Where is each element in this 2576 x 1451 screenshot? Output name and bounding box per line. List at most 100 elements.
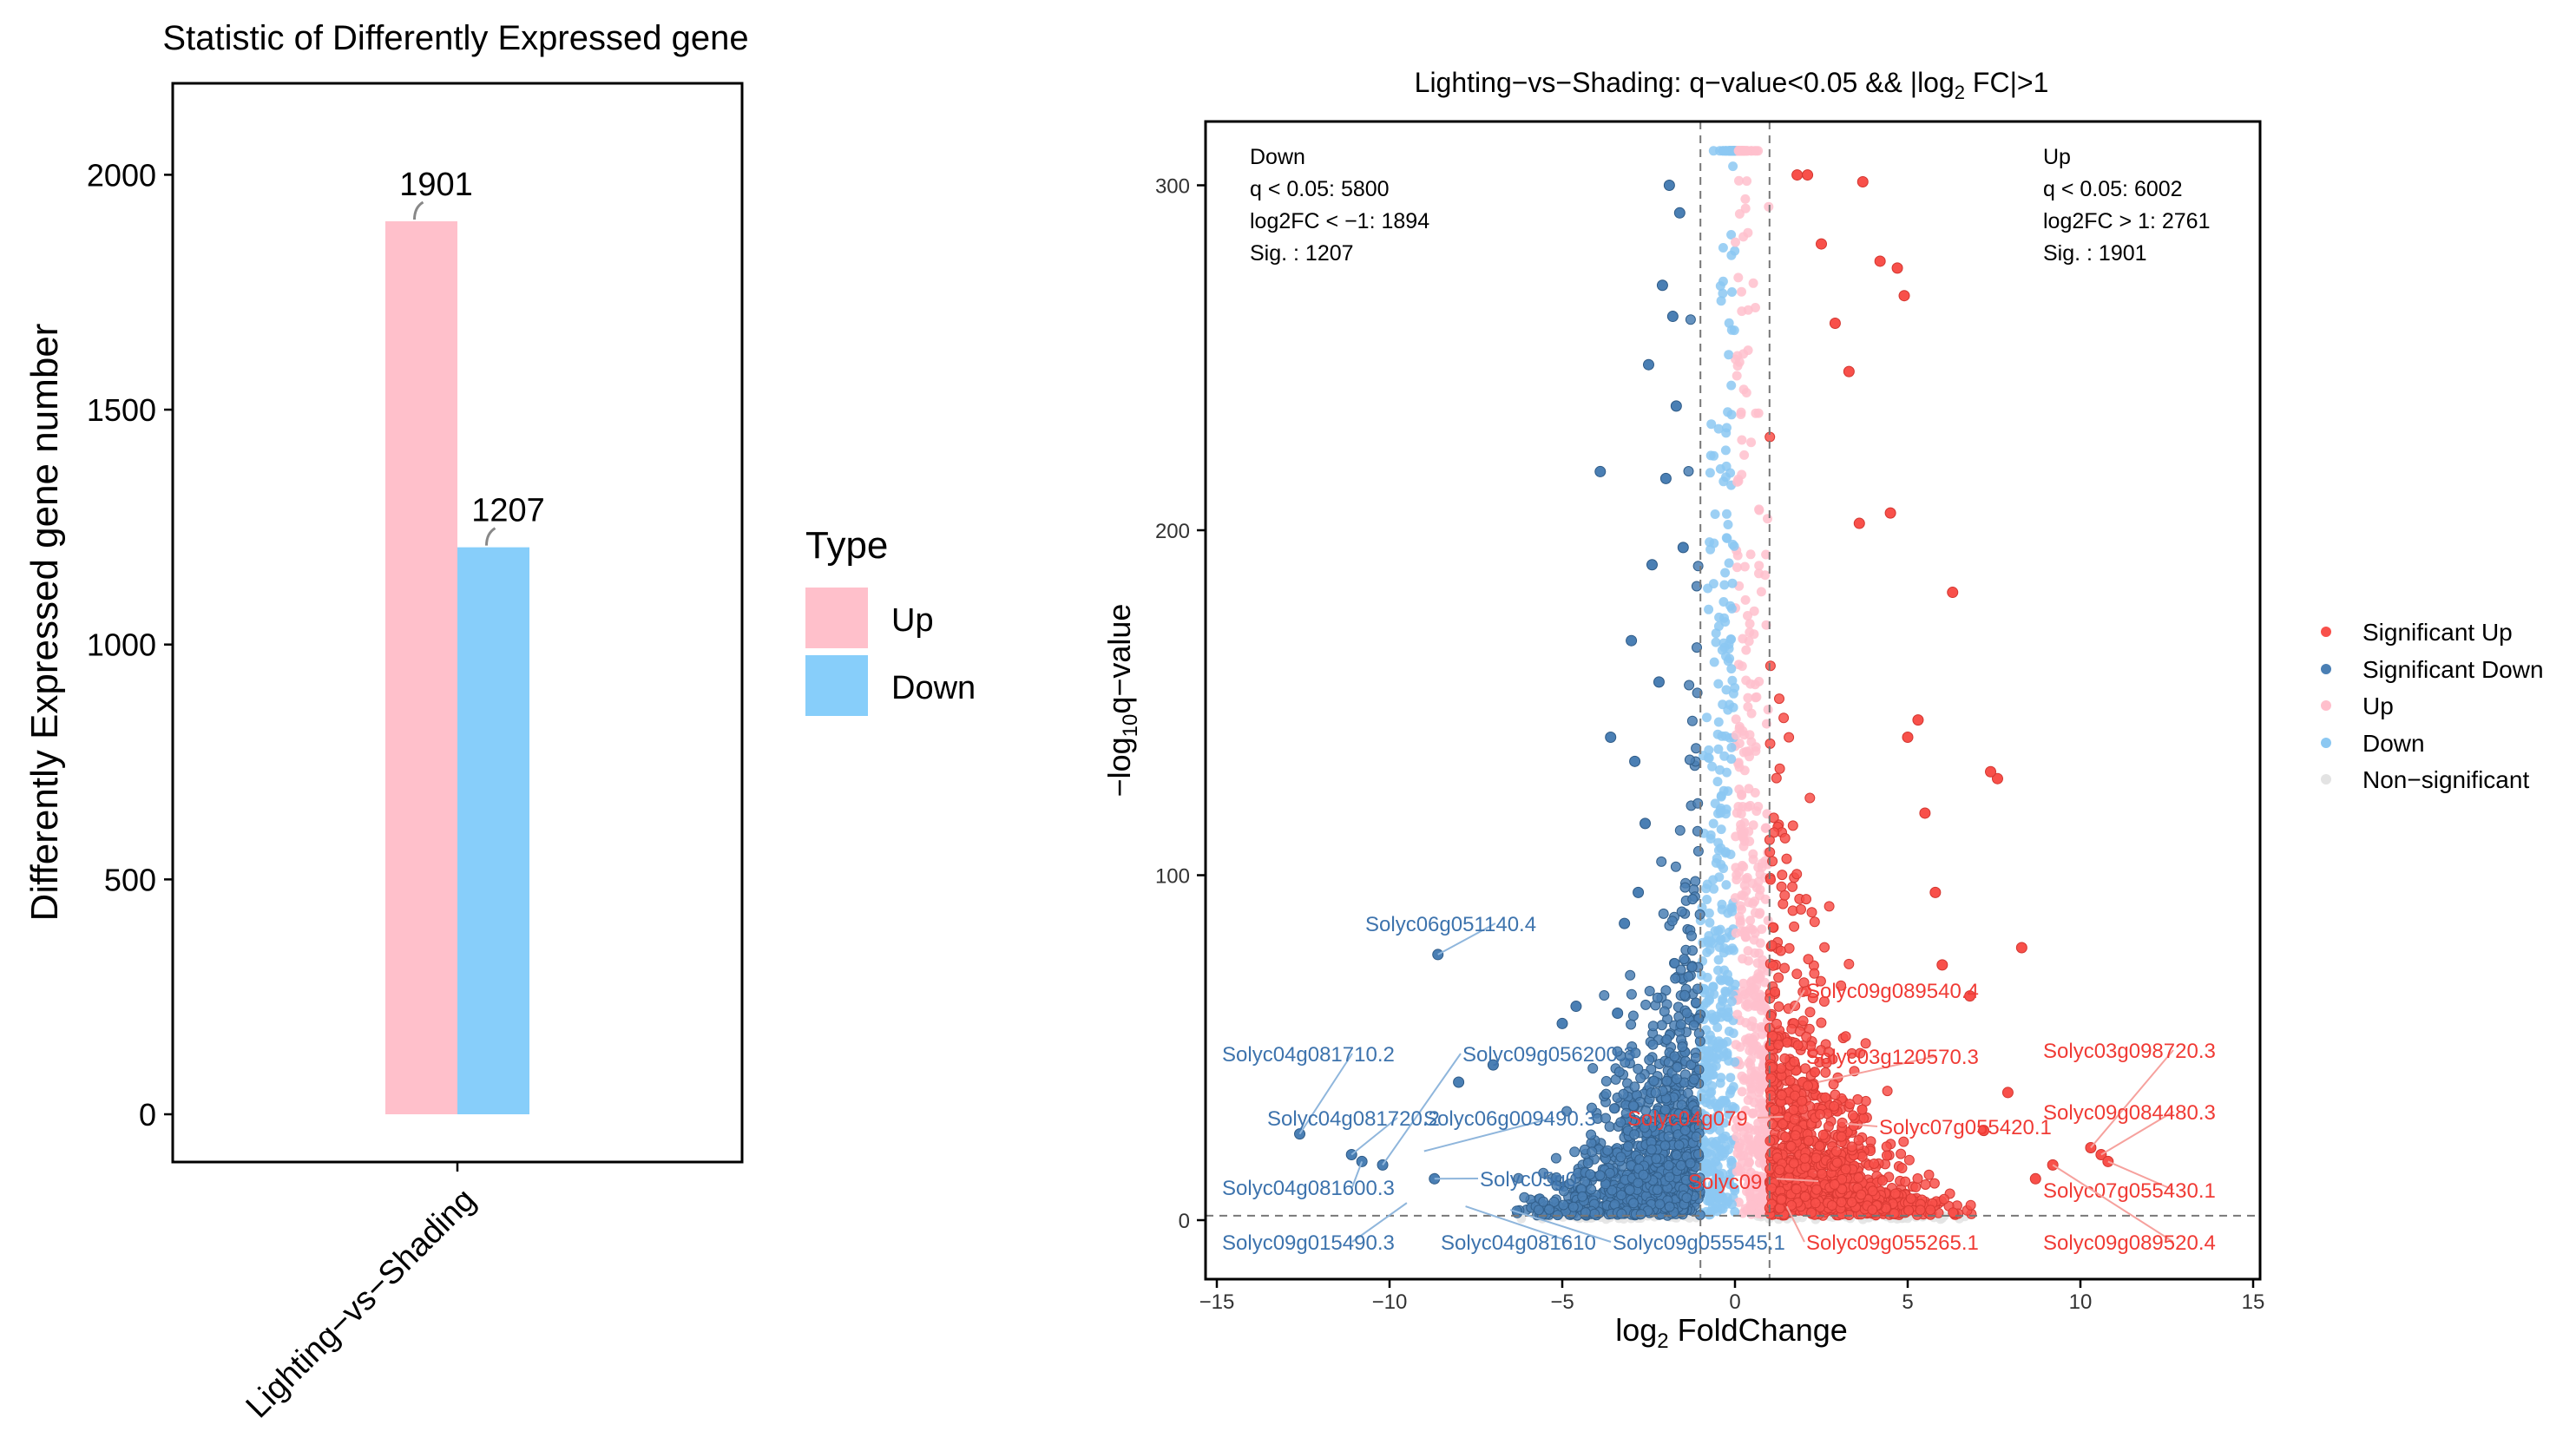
volcano-bg-point [1739, 450, 1750, 460]
volcano-bg-point [1938, 1193, 1949, 1205]
volcano-bg-point [1721, 1011, 1732, 1021]
volcano-bg-point [1791, 869, 1803, 880]
volcano-bg-point [1803, 954, 1814, 965]
volcano-bg-point [1587, 1063, 1599, 1073]
volcano-bg-point [1618, 1088, 1629, 1100]
volcano-bg-point [1726, 380, 1737, 391]
volcano-xlabel: log2 FoldChange [1615, 1312, 1848, 1353]
volcano-bg-point [1716, 975, 1726, 986]
volcano-bg-point [1708, 818, 1718, 829]
volcano-bg-point [1737, 860, 1747, 870]
annotation-up-line-1: Up [2043, 145, 2071, 169]
annotation-up-line-2: q < 0.05: 6002 [2043, 177, 2183, 201]
volcano-bg-point [1666, 916, 1678, 927]
volcano-x-axis: −15 −10 −5 0 5 10 15 [1199, 1279, 2264, 1314]
volcano-bg-point [1831, 1157, 1843, 1168]
volcano-bg-point [1824, 1047, 1834, 1058]
volcano-bg-point [1704, 1047, 1714, 1057]
volcano-bg-point [1748, 278, 1758, 288]
volcano-bg-point [1684, 680, 1695, 691]
volcano-bg-point [1806, 907, 1817, 918]
gene-label: Solyc09g056200.3 [1462, 1043, 1635, 1067]
volcano-bg-point [1727, 1199, 1737, 1210]
volcano-bg-point [1692, 845, 1704, 857]
volcano-bg-point [1544, 1204, 1554, 1215]
volcano-bg-point [1629, 1129, 1640, 1140]
volcano-bg-point [1788, 1158, 1799, 1169]
volcano-bg-point [1723, 705, 1733, 715]
volcano-xlabel-sub: 2 [1657, 1330, 1668, 1353]
volcano-point-cloud [1511, 146, 1977, 1224]
volcano-bg-point [1550, 1152, 1561, 1164]
volcano-bg-point [1753, 801, 1764, 811]
volcano-bg-point [1561, 1106, 1573, 1117]
volcano-bg-point [1711, 933, 1721, 943]
volcano-bg-point [1737, 828, 1747, 838]
bar-chart-title: Statistic of Differently Expressed gene [162, 19, 748, 57]
volcano-point-sig-down [1633, 886, 1645, 898]
volcano-bg-point [1721, 685, 1732, 695]
volcano-bg-point [1705, 917, 1715, 928]
volcano-bg-point [1889, 1208, 1900, 1219]
volcano-bg-point [1746, 983, 1757, 994]
volcano-bg-point [1803, 1135, 1814, 1146]
volcano-bg-point [1720, 933, 1731, 943]
volcano-bg-point [1726, 754, 1737, 765]
volcano-bg-point [1746, 1200, 1757, 1211]
volcano-bg-point [1717, 899, 1727, 909]
volcano-bg-point [1732, 476, 1743, 487]
volcano-bg-point [1691, 743, 1702, 754]
volcano-bg-point [1774, 1165, 1785, 1176]
volcano-bg-point [1664, 1201, 1675, 1212]
legend-dot-non-significant [2321, 774, 2331, 785]
volcano-bg-point [1708, 875, 1718, 885]
volcano-bg-point [1734, 175, 1744, 186]
gene-label: Solyc03g120570.3 [1806, 1046, 1979, 1069]
volcano-bg-point [1671, 1150, 1682, 1160]
volcano-bg-point [1681, 1008, 1692, 1019]
volcano-bg-point [1764, 660, 1776, 672]
volcano-bg-point [1743, 946, 1753, 956]
volcano-bg-point [1745, 923, 1756, 934]
volcano-bg-point [1741, 746, 1751, 757]
gene-label: Solyc04g081610 [1441, 1231, 1596, 1255]
volcano-bg-point [1719, 613, 1729, 623]
volcano-bg-point [1761, 549, 1771, 560]
volcano-bg-point [1745, 627, 1755, 638]
volcano-bg-point [1730, 1103, 1740, 1113]
bar-y-tick-label: 1000 [87, 627, 156, 663]
volcano-bg-point [1818, 996, 1830, 1007]
volcano-point-sig-down [1453, 1076, 1465, 1088]
volcano-bg-point [1708, 982, 1718, 992]
volcano-bg-point [1725, 634, 1736, 645]
volcano-bg-point [1728, 688, 1738, 699]
volcano-bg-point [1740, 594, 1751, 605]
volcano-bg-point [1707, 761, 1718, 771]
volcano-bg-point [1711, 637, 1721, 647]
volcano-bg-point [1776, 1089, 1787, 1100]
volcano-bg-point [1669, 958, 1680, 968]
bar-chart-bars: 1901 1207 [385, 167, 545, 1115]
volcano-bg-point [1826, 1200, 1837, 1211]
volcano-bg-point [1910, 1181, 1922, 1192]
volcano-bg-point [1810, 1067, 1821, 1078]
volcano-point-sig-up [1985, 765, 1997, 778]
volcano-bg-point [1743, 611, 1752, 620]
volcano-bg-point [1738, 1075, 1749, 1085]
volcano-bg-point [1799, 1152, 1810, 1164]
volcano-bg-point [1828, 1079, 1839, 1090]
volcano-bg-point [1692, 561, 1704, 572]
volcano-bg-point [1840, 1164, 1851, 1175]
volcano-bg-point [1751, 303, 1760, 312]
volcano-bg-point [1712, 1022, 1723, 1033]
volcano-bg-point [1797, 1095, 1808, 1106]
bar-y-tick-label: 2000 [87, 157, 156, 193]
gene-label: Solyc09g089540.4 [1806, 980, 1979, 1003]
volcano-bg-point [1718, 1133, 1729, 1144]
legend-key-down [805, 655, 868, 716]
volcano-bg-point [1651, 1153, 1662, 1165]
volcano-bg-point [1749, 606, 1759, 616]
volcano-bg-point [1702, 712, 1712, 723]
bar-chart-legend: Type Up Down [805, 524, 976, 716]
volcano-bg-point [1681, 1192, 1692, 1204]
